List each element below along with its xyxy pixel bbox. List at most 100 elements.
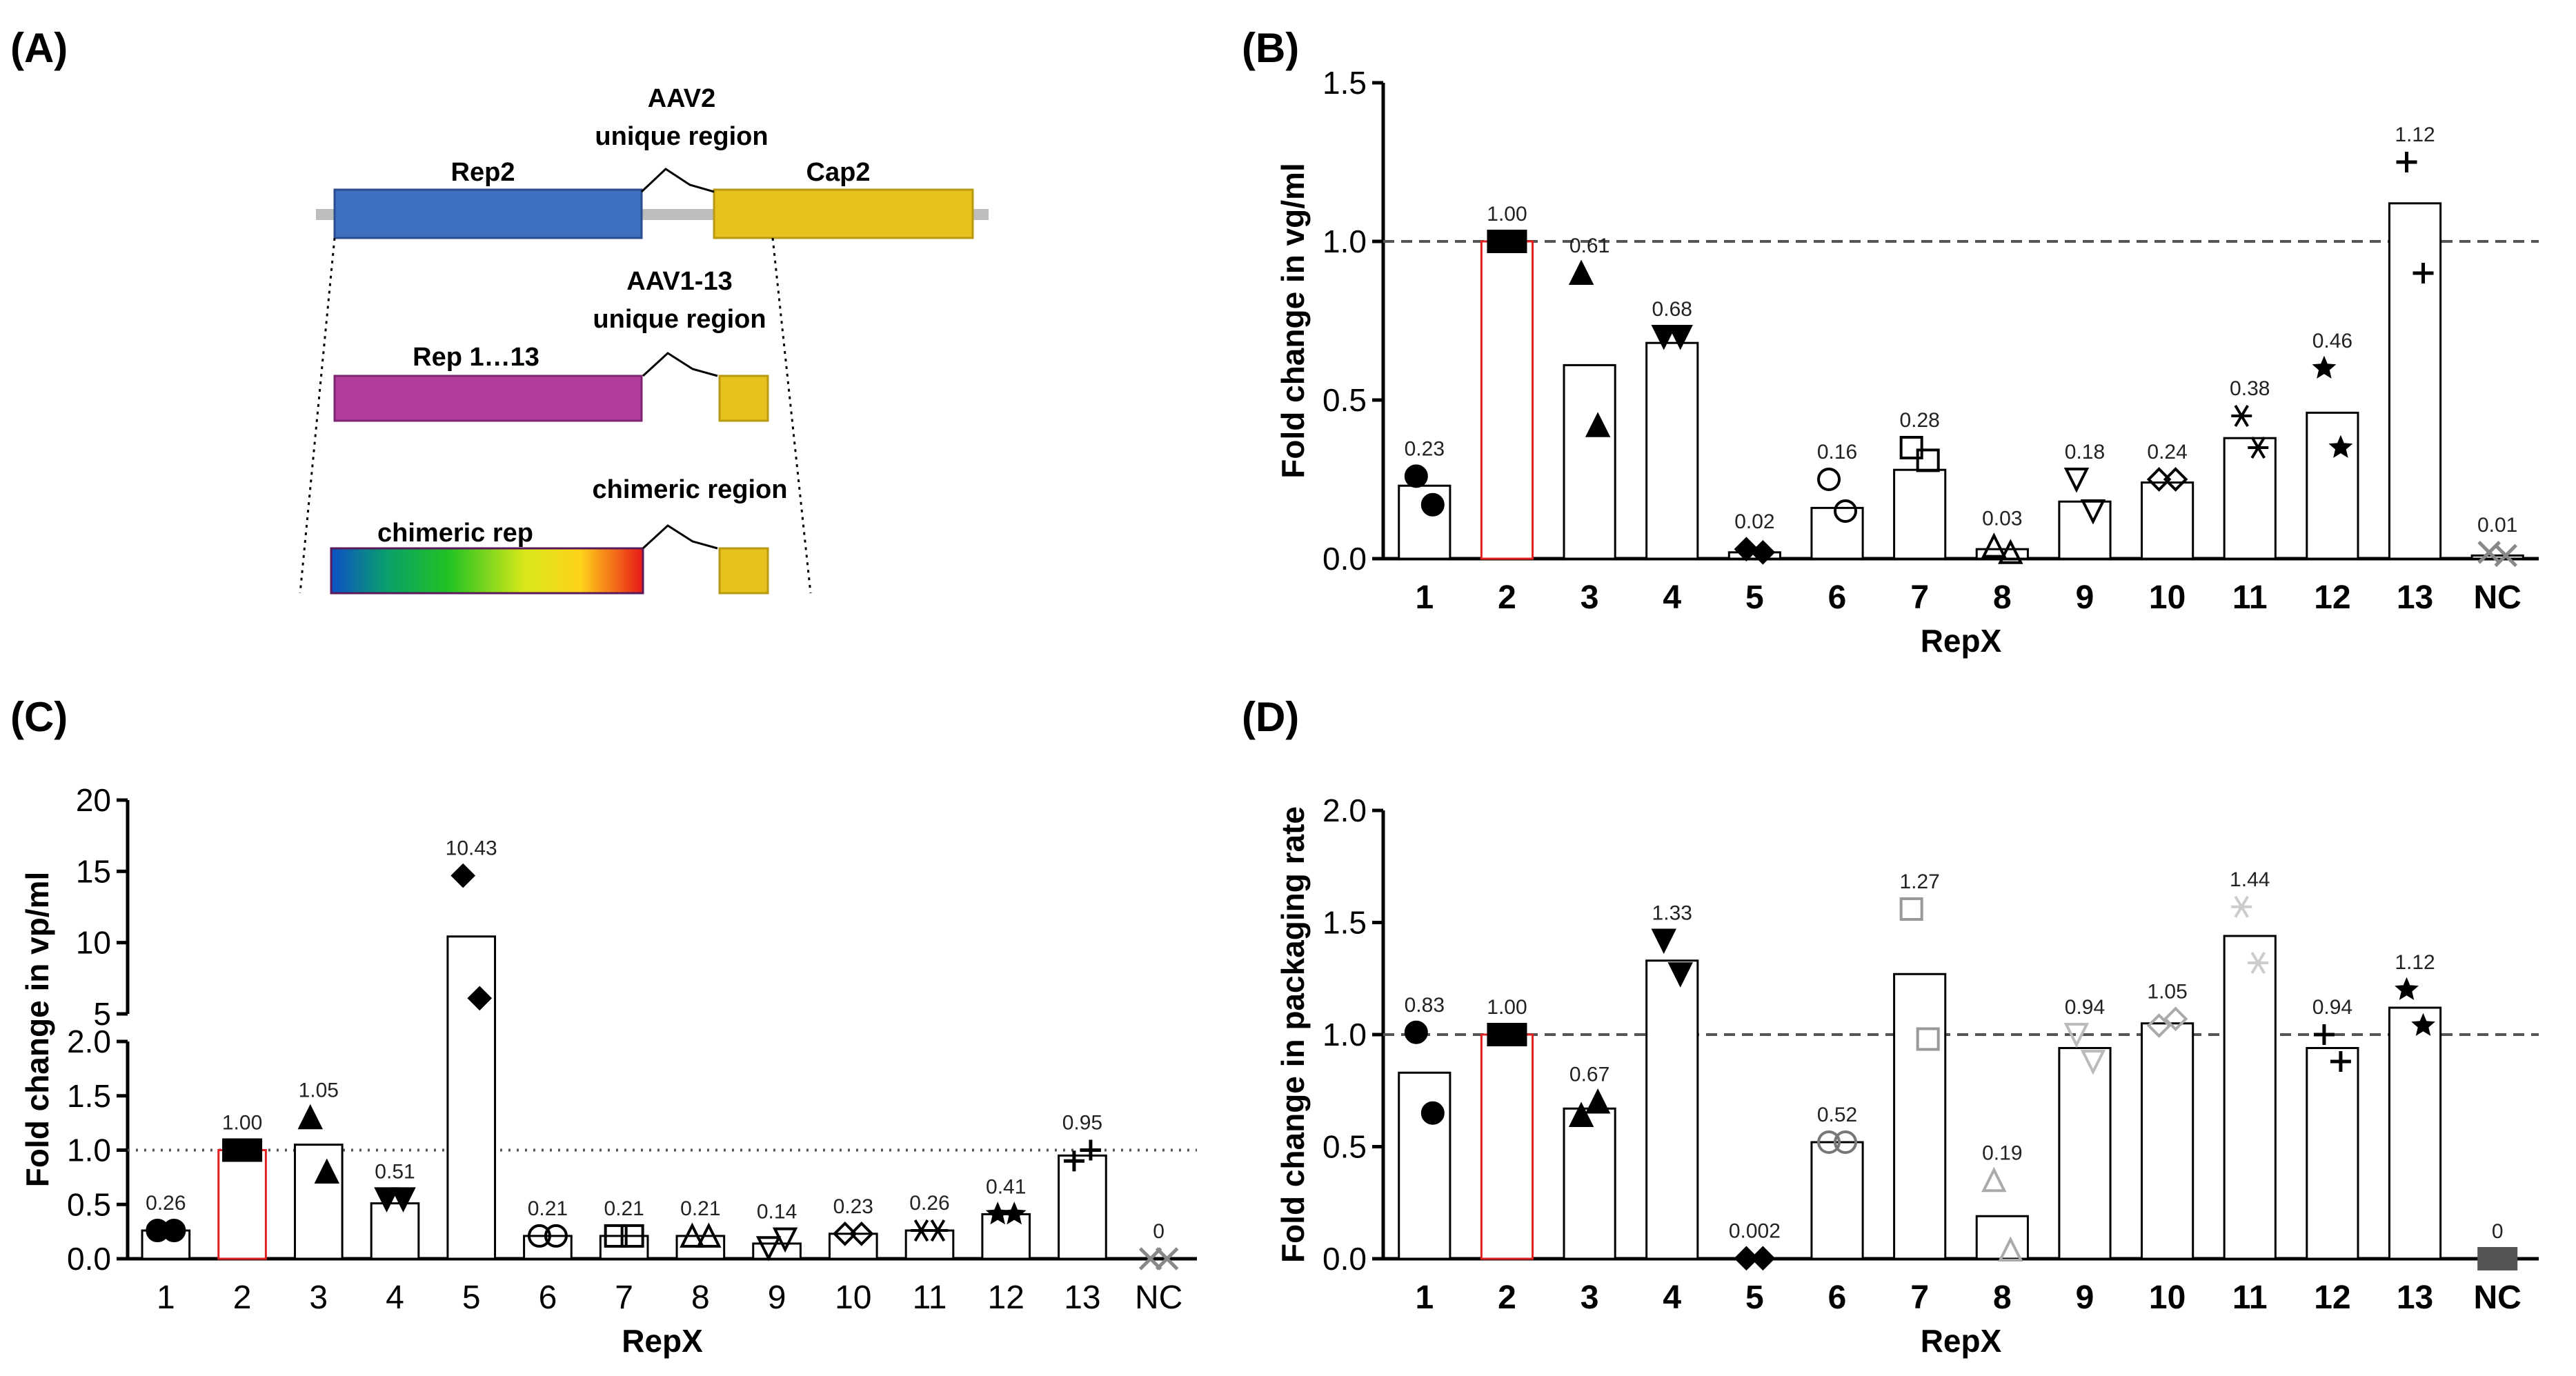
- data-label: 0.95: [1062, 1112, 1102, 1135]
- replicate-marker: [2411, 1013, 2435, 1036]
- data-label: 0.67: [1569, 1064, 1609, 1086]
- replicate-marker: [239, 1138, 263, 1162]
- data-label: 0.68: [1652, 298, 1692, 321]
- data-label: 1.44: [2230, 868, 2270, 891]
- replicate-marker: [1155, 1247, 1179, 1270]
- bar: [1058, 1154, 1107, 1260]
- replicate-marker: [1651, 325, 1676, 350]
- replicate-marker: [1817, 468, 1841, 491]
- aav2-unique-region-label: unique region: [595, 122, 768, 151]
- data-label: 0.03: [1982, 508, 2022, 530]
- dotted-guide-right: [771, 237, 812, 594]
- data-label: 0.24: [2147, 441, 2187, 463]
- x-tick-label: 9: [2076, 579, 2094, 616]
- x-tick-label: 8: [1993, 579, 2012, 616]
- replicate-marker: [2146, 1013, 2172, 1038]
- data-label: 0.51: [375, 1160, 415, 1183]
- replicate-marker: [927, 1219, 949, 1242]
- replicate-marker: [1981, 1166, 2007, 1193]
- aav1-13-unique-region-label: unique region: [593, 305, 766, 334]
- bar: [1645, 341, 1699, 560]
- replicate-marker: [2494, 1247, 2518, 1270]
- data-label: 0.94: [2312, 996, 2352, 1019]
- x-tick-label: 5: [462, 1279, 481, 1316]
- x-tick-label: 13: [2397, 1279, 2433, 1316]
- rep2-label: Rep2: [451, 158, 515, 187]
- x-tick-label: 12: [988, 1279, 1024, 1316]
- y-tick-label: 5: [93, 996, 111, 1032]
- data-label: 1.05: [299, 1079, 339, 1101]
- replicate-marker: [374, 1187, 399, 1213]
- data-label: 0.83: [1405, 994, 1445, 1017]
- bar: [1893, 468, 1947, 560]
- chimeric-region-connector: [642, 524, 718, 550]
- y-tick-label: 1.5: [1322, 65, 1367, 101]
- replicate-marker: [849, 1221, 874, 1246]
- replicate-marker: [2330, 1051, 2351, 1072]
- replicate-marker: [1834, 499, 1858, 523]
- replicate-marker: [2163, 467, 2188, 492]
- replicate-marker: [1899, 897, 1923, 921]
- aav2-unique-connector: [640, 168, 715, 193]
- x-axis-title: RepX: [1921, 1323, 2002, 1359]
- x-tick-label: 10: [835, 1279, 871, 1316]
- cap-fragment-1: [718, 375, 769, 422]
- replicate-marker: [467, 986, 493, 1011]
- data-label: 0.02: [1734, 510, 1774, 533]
- x-tick-label: 5: [1745, 1279, 1764, 1316]
- aav1-13-label: AAV1-13: [626, 267, 732, 296]
- chimeric-rep-label: chimeric rep: [377, 519, 533, 548]
- replicate-marker: [297, 1104, 324, 1130]
- bar: [1563, 363, 1616, 560]
- y-axis-title: Fold change in packaging rate: [1275, 806, 1311, 1263]
- bar: [2058, 1047, 2112, 1260]
- replicate-marker: [2146, 467, 2172, 492]
- bar: [217, 1149, 267, 1260]
- data-label: 0.16: [1817, 441, 1857, 463]
- chart-b: 0.0 0.5 1.0 1.5 0.23 1 1.00 2 0.61 3 0.68 4 0.02 5 0.1…: [1275, 65, 2539, 659]
- data-label: 0: [1153, 1220, 1165, 1243]
- bar: [1398, 1071, 1452, 1260]
- panel-letter-b: (B): [1242, 25, 1299, 71]
- replicate-marker: [1667, 962, 1693, 988]
- bar: [1645, 959, 1699, 1260]
- x-tick-label: 2: [1498, 579, 1516, 616]
- replicate-marker: [450, 863, 476, 888]
- replicate-marker: [2313, 1024, 2335, 1045]
- rep1-13-box: [333, 375, 643, 422]
- replicate-marker: [1568, 259, 1594, 285]
- bar: [1563, 1107, 1616, 1260]
- data-label: 0.26: [146, 1192, 186, 1215]
- x-tick-label: NC: [1135, 1279, 1182, 1316]
- bar: [981, 1213, 1031, 1260]
- replicate-marker: [527, 1224, 551, 1248]
- x-tick-label: 12: [2314, 1279, 2350, 1316]
- replicate-marker: [2063, 468, 2090, 493]
- replicate-marker: [1138, 1247, 1162, 1270]
- x-tick-label: 13: [2397, 579, 2433, 616]
- data-label: 0.21: [604, 1197, 644, 1220]
- bar: [2141, 1022, 2194, 1260]
- data-label: 0.18: [2065, 441, 2105, 463]
- bar: [2141, 481, 2194, 560]
- x-tick-label: 4: [1663, 1279, 1681, 1316]
- panel-letter-c: (C): [10, 694, 68, 740]
- y-tick-label: 1.5: [67, 1078, 111, 1114]
- chimeric-region-label: chimeric region: [593, 475, 788, 504]
- replicate-marker: [1834, 1130, 1858, 1154]
- replicate-marker: [2494, 544, 2517, 568]
- data-label: 1.00: [222, 1112, 262, 1135]
- bar: [2388, 1006, 2442, 1260]
- x-tick-label: 8: [691, 1279, 710, 1316]
- panel-letter-a: (A): [10, 25, 68, 71]
- replicate-marker: [1568, 1101, 1594, 1127]
- replicate-marker: [1503, 230, 1527, 253]
- data-label: 0.21: [528, 1197, 568, 1220]
- x-tick-label: 9: [768, 1279, 786, 1316]
- data-label: 0.01: [2477, 514, 2517, 537]
- replicate-marker: [2396, 152, 2417, 172]
- x-tick-label: 10: [2149, 579, 2186, 616]
- data-label: 1.12: [2395, 123, 2435, 146]
- data-label: 0.26: [909, 1192, 949, 1215]
- replicate-marker: [1916, 448, 1940, 472]
